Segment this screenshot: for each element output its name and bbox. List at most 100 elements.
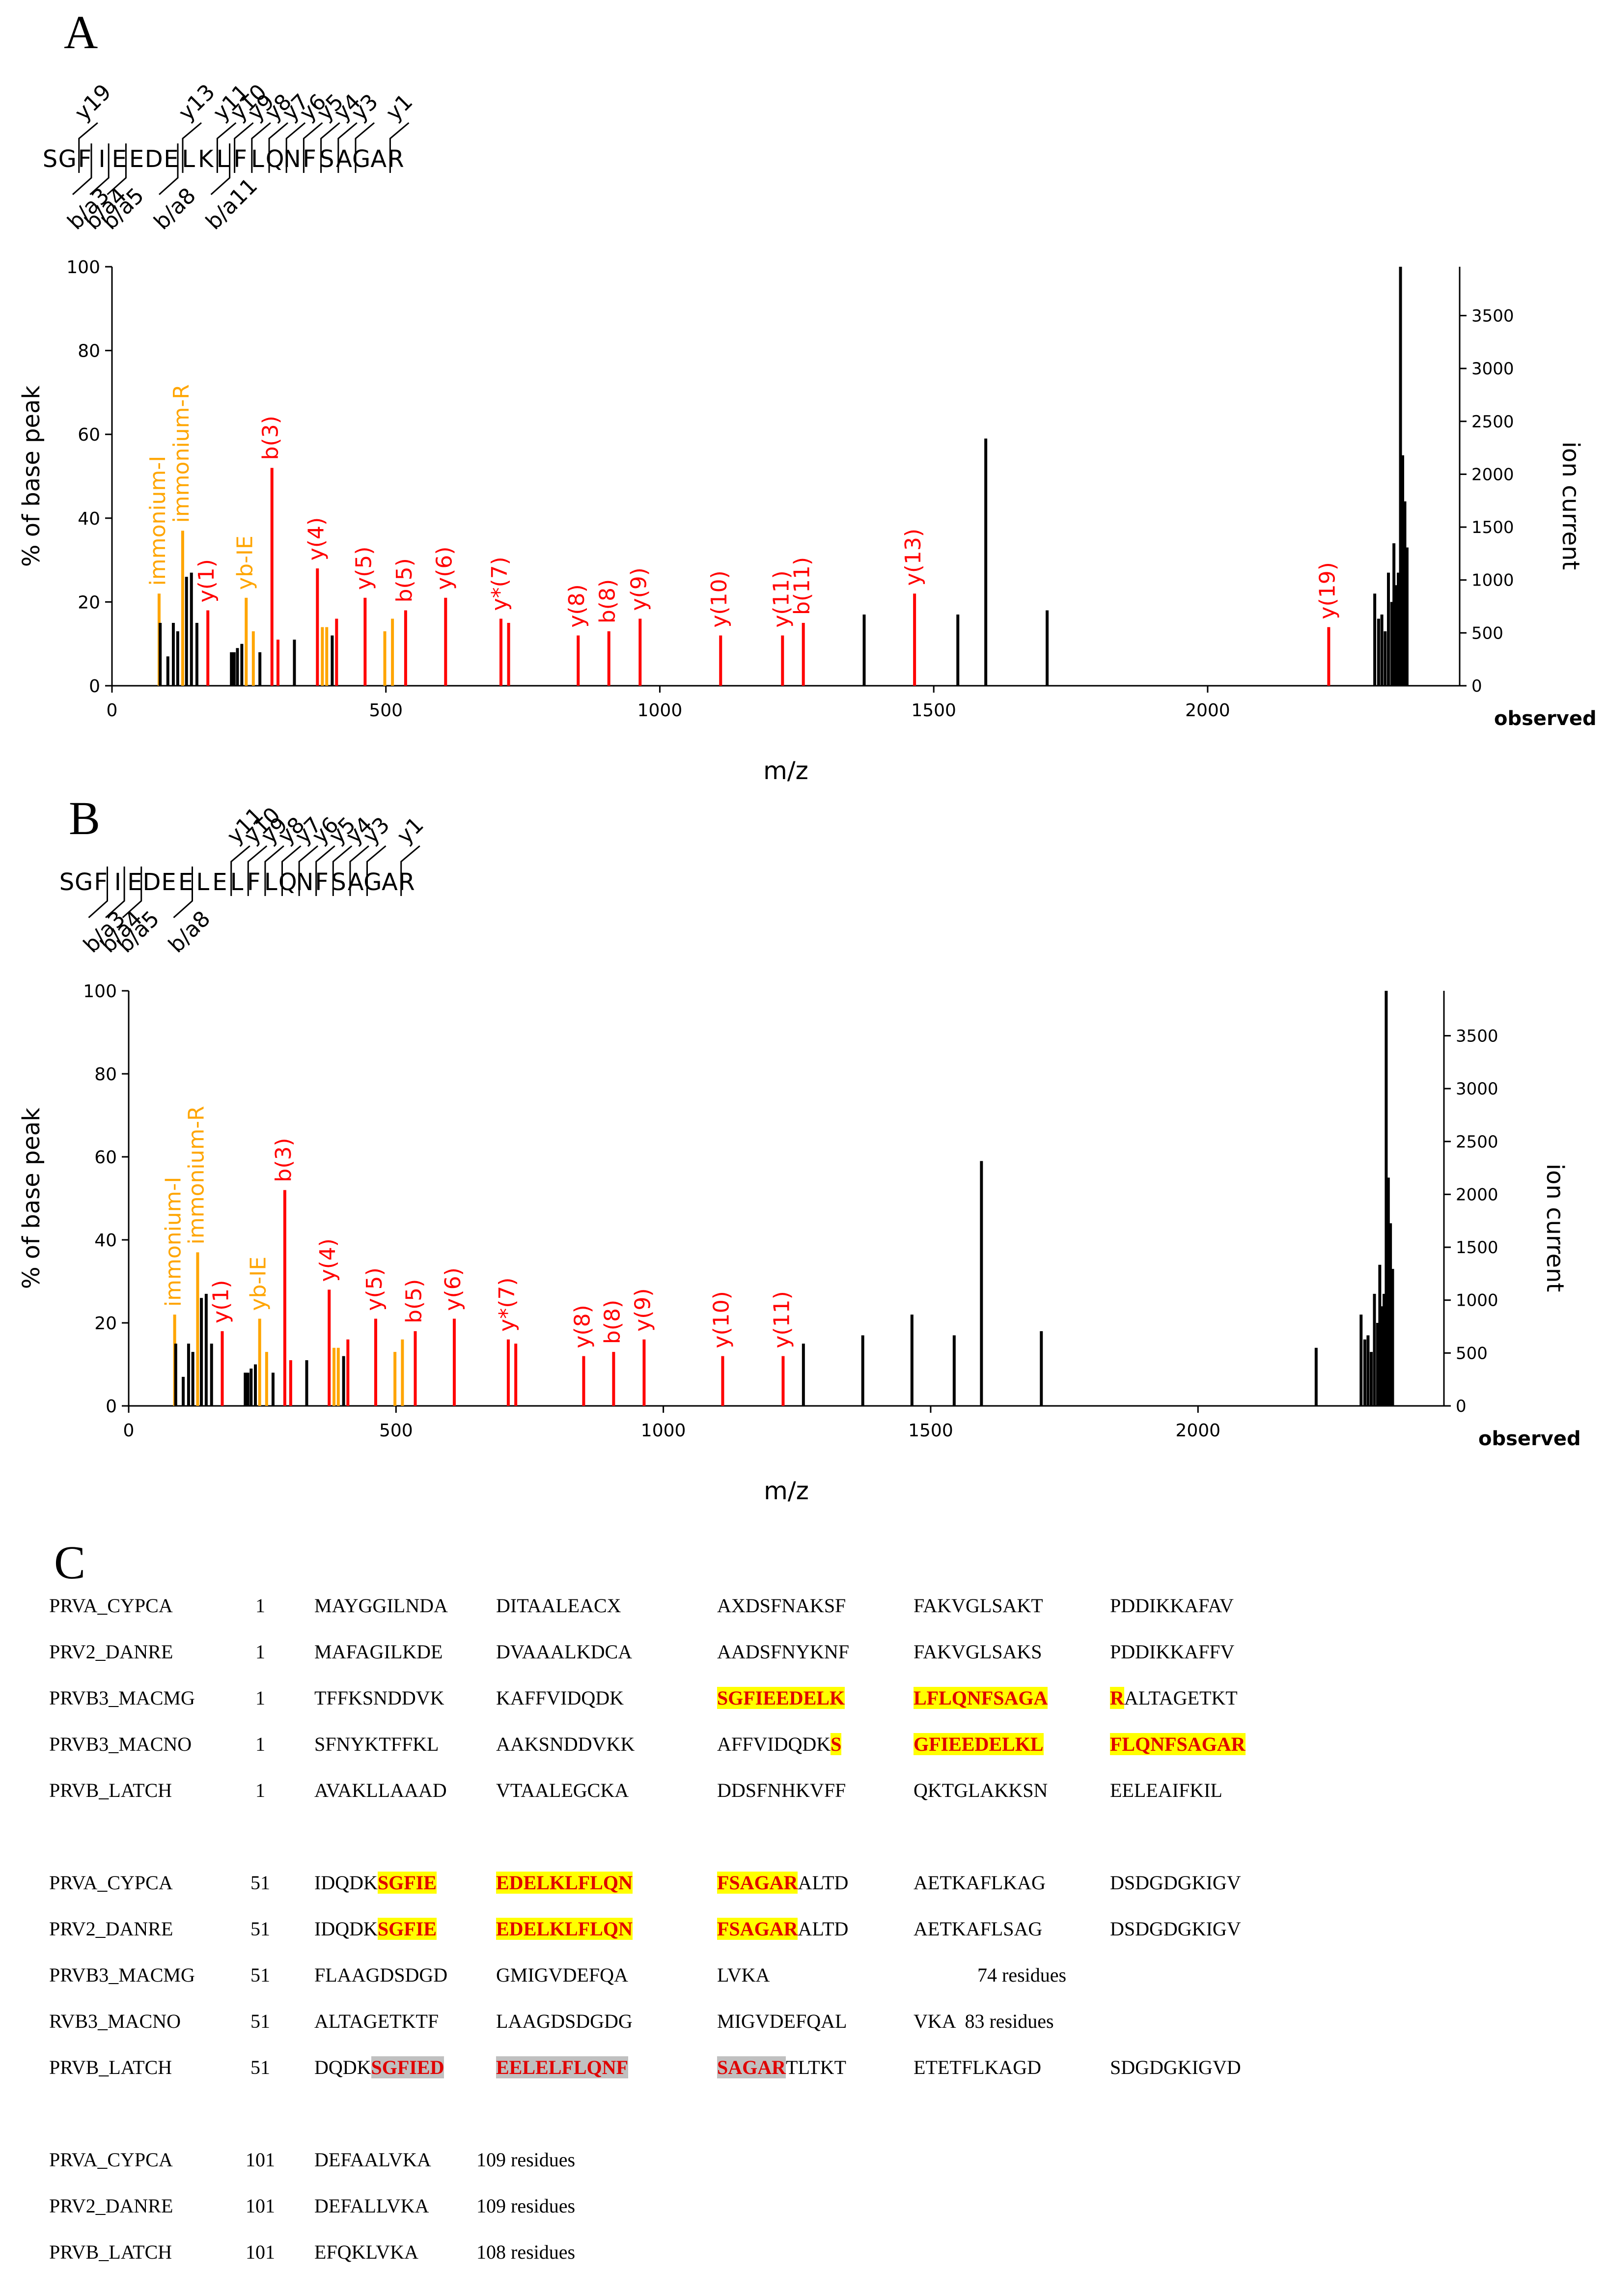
sequence-segment: KAFFVIDQDK bbox=[496, 1686, 624, 1709]
panel-letter-a: A bbox=[64, 6, 98, 58]
y2-axis-title: ion current bbox=[1557, 442, 1584, 570]
panel-letter-c: C bbox=[54, 1536, 86, 1589]
peptide-highlight: SGFIED bbox=[371, 2056, 444, 2078]
sequence-residue: D bbox=[145, 145, 163, 173]
sequence-segment: VKA 83 residues bbox=[914, 2010, 1054, 2033]
residue-number: 51 bbox=[250, 1872, 270, 1894]
x-axis-title: m/z bbox=[764, 1477, 809, 1505]
segment-text: QKTGLAKKSN bbox=[914, 1779, 1048, 1801]
segment-text: KAFFVIDQDK bbox=[496, 1687, 624, 1709]
peptide-highlight: SGFIE bbox=[377, 1918, 437, 1940]
segment-text: MAYGGILNDA bbox=[314, 1595, 448, 1617]
x-tick-label: 500 bbox=[379, 1421, 413, 1441]
sequence-segment: EDELKLFLQN bbox=[496, 1871, 633, 1894]
b-ion-label: b/a11 bbox=[201, 173, 262, 235]
peak-label: y(9) bbox=[626, 567, 651, 611]
peak-label: b(5) bbox=[401, 1279, 426, 1323]
peptide-highlight: EDELKLFLQN bbox=[496, 1872, 633, 1894]
alignment-row: PRV2_DANRE 51 IDQDKSGFIE EDELKLFLQN FSAGARAL… bbox=[49, 1917, 1572, 1963]
sequence-segment: ETETFLKAGD bbox=[914, 2056, 1041, 2079]
y-tick-label: 80 bbox=[78, 341, 100, 362]
residue-number: 101 bbox=[246, 2195, 275, 2217]
sequence-residue: D bbox=[143, 868, 161, 896]
alignment-row: PRVB3_MACMG 1 TFFKSNDDVK KAFFVIDQDK SGFIEEDE… bbox=[49, 1686, 1572, 1733]
alignment-row: PRVB3_MACNO 1 SFNYKTFFKL AAKSNDDVKK AFFVIDQD… bbox=[49, 1733, 1572, 1779]
segment-suffix: ALTD bbox=[798, 1872, 849, 1894]
segment-text: DVAAALKDCA bbox=[496, 1641, 633, 1663]
y-tick-label: 0 bbox=[89, 676, 100, 697]
segment-text: GMIGVDEFQA bbox=[496, 1964, 628, 1986]
sequence-segment: FSAGARALTD bbox=[717, 1917, 848, 1940]
protein-name: RVB3_MACNO bbox=[49, 2010, 181, 2032]
peak-label: y(10) bbox=[707, 570, 732, 627]
segment-text: FLAAGDSDGD bbox=[314, 1964, 448, 1986]
segment-text: VKA bbox=[914, 2010, 955, 2032]
y2-tick-label: 2000 bbox=[1456, 1185, 1498, 1204]
y-tick-label: 40 bbox=[78, 509, 100, 529]
sequence-residue: L bbox=[264, 868, 277, 896]
alignment-row: PRVB3_MACMG 51 FLAAGDSDGD GMIGVDEFQA LVKA 74 … bbox=[49, 1963, 1572, 2010]
x-tick-label: 0 bbox=[123, 1421, 135, 1441]
segment-text: VTAALEGCKA bbox=[496, 1779, 629, 1801]
peak-label: immonium-R bbox=[169, 384, 194, 523]
peak-label: b(8) bbox=[595, 579, 620, 623]
alignment-row: PRVA_CYPCA 51 IDQDKSGFIE EDELKLFLQN FSAGARAL… bbox=[49, 1871, 1572, 1917]
y2-tick-label: 2500 bbox=[1456, 1132, 1498, 1152]
alignment-row: PRVB_LATCH 101 EFQKLVKA 108 residues bbox=[49, 2240, 1572, 2287]
b-ion-label: b/a8 bbox=[149, 183, 201, 235]
x-tick-label: 1000 bbox=[641, 1421, 686, 1441]
sequence-segment: GFIEEDELKL bbox=[914, 1733, 1044, 1756]
sequence-segment: 109 residues bbox=[476, 2194, 575, 2217]
sequence-segment: RALTAGETKT bbox=[1110, 1686, 1238, 1709]
sequence-residue: G bbox=[75, 868, 93, 896]
sequence-segment: AFFVIDQDKS bbox=[717, 1733, 842, 1756]
y-ion-bracket bbox=[247, 845, 268, 896]
segment-suffix: ALTAGETKT bbox=[1124, 1687, 1238, 1709]
residue-number: 101 bbox=[246, 2241, 275, 2263]
sequence-residue: E bbox=[127, 868, 142, 896]
y-ion-bracket bbox=[298, 845, 319, 896]
segment-text: 108 residues bbox=[476, 2241, 576, 2263]
segment-text: ALTAGETKTF bbox=[314, 2010, 439, 2032]
y-ion-bracket bbox=[234, 122, 254, 173]
y2-tick-label: 500 bbox=[1456, 1344, 1488, 1363]
alignment-gap bbox=[49, 2102, 1572, 2148]
alignment-row: PRVA_CYPCA 1 MAYGGILNDA DITAALEACX AXDSFNAKS… bbox=[49, 1594, 1572, 1640]
y-ion-bracket bbox=[216, 122, 237, 173]
sequence-segment: AVAKLLAAAD bbox=[314, 1779, 447, 1802]
peak-label: y(10) bbox=[709, 1291, 734, 1348]
b-ion-bracket bbox=[107, 143, 127, 196]
y-ion-bracket bbox=[303, 122, 323, 173]
y2-tick-label: 1500 bbox=[1471, 518, 1514, 537]
peptide-highlight: SGFIEEDELK bbox=[717, 1687, 845, 1709]
sequence-segment: 109 residues bbox=[476, 2148, 575, 2171]
sequence-segment: MIGVDEFQAL bbox=[717, 2010, 847, 2033]
segment-text: DDSFNHKVFF bbox=[717, 1779, 846, 1801]
segment-suffix: TLTKT bbox=[786, 2056, 846, 2078]
y-ion-bracket bbox=[251, 122, 271, 173]
segment-text: TFFKSNDDVK bbox=[314, 1687, 444, 1709]
sequence-segment: DDSFNHKVFF bbox=[717, 1779, 846, 1802]
sequence-segment: SFNYKTFFKL bbox=[314, 1733, 439, 1756]
sequence-residue: L bbox=[230, 868, 244, 896]
alignment-row: PRVB_LATCH 1 AVAKLLAAAD VTAALEGCKA DDSFNHKVF… bbox=[49, 1779, 1572, 1825]
x-tick-label: 1000 bbox=[637, 700, 683, 721]
sequence-segment: DQDKSGFIED bbox=[314, 2056, 444, 2079]
sequence-segment: ALTAGETKTF bbox=[314, 2010, 439, 2033]
sequence-segment: LFLQNFSAGA bbox=[914, 1686, 1048, 1709]
y-tick-label: 60 bbox=[94, 1148, 117, 1168]
residue-number: 1 bbox=[255, 1595, 265, 1617]
peptide-highlight: EELELFLQNF bbox=[496, 2056, 628, 2078]
spectrum-chart-b: S G F I E D E E L E L F L QN F S A G A Ry11y10y9y8y7y6y5y4y… bbox=[18, 806, 1581, 1505]
x-axis-title: m/z bbox=[763, 756, 808, 785]
sequence-segment: TFFKSNDDVK bbox=[314, 1686, 444, 1709]
y2-tick-label: 2000 bbox=[1471, 465, 1514, 484]
y-ion-bracket bbox=[281, 845, 302, 896]
sequence-segment: AXDSFNAKSF bbox=[717, 1594, 846, 1617]
alignment-row: PRVB_LATCH 51 DQDKSGFIED EELELFLQNF SAGARTLT… bbox=[49, 2056, 1572, 2102]
residue-number: 51 bbox=[250, 2056, 270, 2078]
x-tick-label: 1500 bbox=[911, 700, 956, 721]
sequence-segment: FLAAGDSDGD bbox=[314, 1963, 447, 1987]
sequence-residue: L bbox=[182, 145, 195, 173]
segment-text: PDDIKKAFFV bbox=[1110, 1641, 1235, 1663]
